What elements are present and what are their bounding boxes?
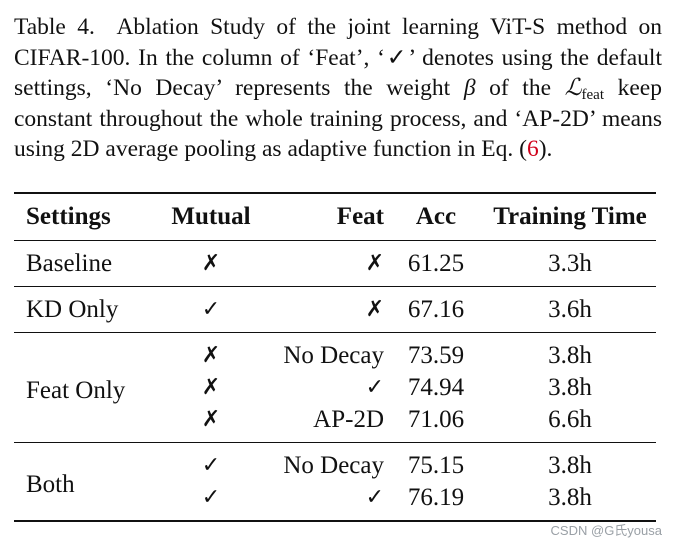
feat-cell: AP-2D (313, 406, 384, 433)
group-feat-only: Feat Only ✗ No Decay 73.59 3.8h ✗ ✓ 74.9… (14, 333, 656, 443)
time-cell: 3.6h (548, 295, 592, 323)
acc-cell: 75.15 (407, 452, 465, 479)
mutual-cell: ✗ (201, 250, 221, 276)
table-row: ✓ ✓ 76.19 3.8h (14, 482, 656, 521)
setting-cell: Both (26, 471, 75, 498)
group-both: Both ✓ No Decay 75.15 3.8h ✓ ✓ 76.19 3.8… (14, 443, 656, 521)
group-kd-only: KD Only ✓ ✗ 67.16 3.6h (14, 287, 656, 333)
table-row: KD Only ✓ ✗ 67.16 3.6h (14, 287, 656, 333)
setting-cell: Feat Only (26, 377, 126, 404)
mutual-cell: ✓ (201, 485, 221, 510)
caption-text-3: keep constant throughout the whole train… (14, 75, 662, 162)
header-settings: Settings (26, 203, 111, 230)
caption-label: Table 4. (14, 14, 95, 40)
time-cell: 3.8h (548, 374, 592, 401)
mutual-cell: ✓ (201, 453, 221, 478)
time-cell: 3.8h (548, 484, 592, 511)
table-header: Settings Mutual Feat Acc Training Time (14, 193, 656, 241)
header-acc: Acc (415, 203, 457, 230)
acc-cell: 73.59 (407, 342, 465, 369)
header-row: Settings Mutual Feat Acc Training Time (14, 193, 656, 241)
mutual-cell: ✗ (201, 375, 221, 400)
feat-cell: ✓ (365, 485, 384, 510)
acc-cell: 74.94 (407, 374, 465, 401)
table-row: Both ✓ No Decay 75.15 3.8h (14, 443, 656, 498)
mutual-cell: ✗ (201, 343, 221, 368)
time-cell: 3.8h (548, 342, 592, 369)
header-feat: Feat (336, 203, 384, 230)
header-mutual: Mutual (171, 203, 251, 230)
table-row: Feat Only ✗ No Decay 73.59 3.8h (14, 333, 656, 404)
acc-cell: 71.06 (407, 406, 465, 433)
time-cell: 3.8h (548, 452, 592, 479)
feat-cell: ✗ (365, 296, 384, 322)
ablation-table: Settings Mutual Feat Acc Training Time B… (14, 192, 656, 522)
feat-cell: No Decay (283, 342, 384, 369)
table-row: Baseline ✗ ✗ 61.25 3.3h (14, 241, 656, 287)
mutual-cell: ✓ (201, 296, 221, 322)
caption-text-2: of the (475, 75, 565, 101)
acc-cell: 61.25 (407, 249, 465, 277)
beta-symbol: β (463, 75, 476, 101)
acc-cell: 67.16 (407, 295, 465, 323)
watermark: CSDN @G氏yousa (550, 523, 662, 538)
caption-text-4: ). (538, 136, 553, 162)
loss-subscript: feat (581, 87, 605, 103)
group-baseline: Baseline ✗ ✗ 61.25 3.3h (14, 241, 656, 287)
header-training-time: Training Time (493, 203, 647, 230)
caption-text-1: Ablation Study of the joint learning ViT… (14, 14, 662, 101)
feat-cell: ✓ (365, 375, 384, 400)
mutual-cell: ✗ (201, 407, 221, 432)
feat-cell: No Decay (283, 452, 384, 479)
loss-symbol: ℒ (564, 75, 582, 101)
equation-reference-link[interactable]: 6 (526, 136, 539, 162)
setting-cell: KD Only (26, 295, 119, 323)
feat-cell: ✗ (365, 250, 384, 276)
setting-cell: Baseline (26, 249, 113, 277)
table-row: ✗ AP-2D 71.06 6.6h (14, 404, 656, 443)
table-caption: Table 4. Ablation Study of the joint lea… (14, 12, 662, 165)
acc-cell: 76.19 (407, 484, 465, 511)
time-cell: 3.3h (548, 249, 592, 277)
table-row: ✗ ✓ 74.94 3.8h (14, 372, 656, 404)
time-cell: 6.6h (548, 406, 592, 433)
